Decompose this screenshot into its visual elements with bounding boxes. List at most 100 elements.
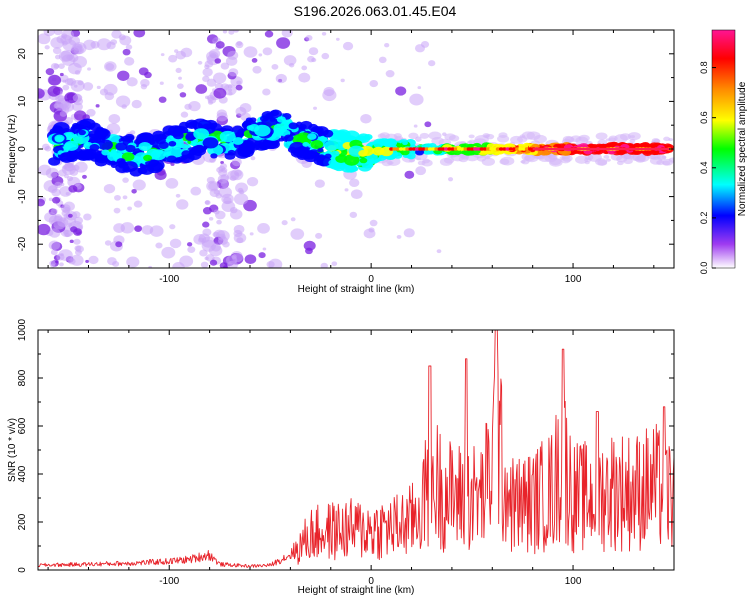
- spectral-speckle: [223, 196, 232, 204]
- spectral-ridge-blob: [232, 137, 244, 145]
- spectral-speckle: [60, 253, 64, 257]
- spectral-speckle: [605, 158, 611, 162]
- spectral-ridge-core: [469, 147, 475, 151]
- snr-xtick-label: 100: [565, 576, 582, 587]
- spectral-ridge-core: [447, 147, 452, 151]
- spectral-speckle: [104, 92, 115, 101]
- spectral-ridge-blob: [192, 122, 203, 130]
- spectral-speckle: [110, 39, 118, 46]
- spectral-speckle: [103, 183, 116, 194]
- spectral-speckle: [262, 47, 273, 56]
- spectral-ridge-core: [528, 147, 533, 151]
- spectral-speckle: [290, 228, 305, 240]
- spectral-speckle: [521, 159, 530, 165]
- spectral-speckle: [199, 249, 208, 257]
- spectral-speckle: [186, 242, 193, 247]
- spectral-speckle: [408, 132, 419, 140]
- spectral-speckle: [216, 219, 222, 225]
- spectral-speckle: [59, 72, 64, 77]
- spectral-speckle: [165, 178, 179, 189]
- spectral-speckle: [212, 231, 220, 238]
- spectral-speckle: [629, 138, 636, 143]
- spectral-speckle: [72, 211, 81, 219]
- spectral-ridge-blob: [271, 127, 284, 137]
- spectral-ridge-core: [427, 147, 433, 151]
- spectral-speckle: [115, 241, 123, 248]
- spectral-speckle: [289, 63, 295, 68]
- spectral-speckle: [413, 124, 418, 128]
- spectral-speckle: [482, 133, 491, 138]
- spectral-ridge-blob: [387, 139, 396, 145]
- spectral-speckle: [72, 93, 83, 102]
- spectral-speckle: [378, 56, 387, 64]
- spectral-speckle: [271, 64, 279, 70]
- snr-ytick-label: 600: [17, 417, 28, 434]
- spectral-speckle: [603, 155, 610, 159]
- spectral-ridge-blob: [328, 159, 338, 166]
- spectral-speckle: [448, 134, 460, 142]
- spectral-speckle: [428, 60, 436, 67]
- spectral-speckle: [126, 256, 140, 268]
- spectral-speckle: [281, 220, 288, 226]
- spectral-speckle: [250, 156, 256, 161]
- spectral-ridge-blob: [303, 154, 311, 160]
- spectral-speckle: [187, 246, 196, 253]
- spectral-speckle: [208, 216, 214, 221]
- spectral-ridge-blob: [261, 141, 272, 149]
- spectral-speckle: [516, 136, 528, 143]
- spectral-speckle: [114, 194, 121, 201]
- spectral-speckle: [68, 258, 76, 265]
- spectral-speckle: [485, 155, 491, 160]
- spectral-ridge-blob: [219, 130, 236, 143]
- spectral-speckle: [595, 132, 608, 140]
- spectral-speckle: [252, 65, 262, 74]
- spectral-ridge-core: [418, 147, 423, 151]
- spectral-ridge-core: [524, 147, 530, 151]
- spectral-speckle: [48, 74, 62, 86]
- spectral-speckle: [436, 249, 442, 254]
- spectral-speckle: [424, 121, 432, 128]
- spectral-speckle: [138, 67, 149, 76]
- spectral-speckle: [88, 255, 99, 265]
- spectral-speckle: [48, 197, 54, 202]
- spectral-ridge-blob: [316, 155, 332, 167]
- spectral-speckle: [395, 86, 407, 96]
- spectral-ridge-core: [444, 147, 449, 151]
- spectral-speckle: [178, 76, 182, 80]
- spectral-speckle: [160, 53, 165, 57]
- spectral-speckle: [202, 221, 210, 228]
- spectral-speckle: [231, 157, 242, 167]
- spectral-speckle: [67, 62, 82, 75]
- spectral-speckle: [45, 68, 55, 76]
- spectral-speckle: [415, 166, 427, 176]
- spectral-speckle: [228, 30, 235, 35]
- spectral-speckle: [414, 44, 425, 53]
- spectral-speckle: [126, 77, 138, 87]
- spectral-ridge-core: [421, 147, 426, 151]
- spectral-ridge-blob: [172, 131, 184, 140]
- spectral-speckle: [95, 104, 100, 108]
- spectral-speckle: [83, 213, 92, 221]
- spectral-speckle: [52, 196, 61, 204]
- spectral-speckle: [268, 258, 283, 268]
- spectral-speckle: [320, 262, 328, 268]
- spectral-speckle: [421, 159, 433, 167]
- spectral-speckle: [197, 237, 205, 243]
- spectral-ridge-core: [463, 147, 468, 151]
- spectral-speckle: [69, 239, 74, 244]
- spectrogram-xlabel: Height of straight line (km): [298, 284, 415, 295]
- spectral-ridge-core: [482, 147, 488, 151]
- spectral-speckle: [195, 84, 208, 94]
- spectral-speckle: [216, 112, 228, 122]
- spectral-speckle: [305, 34, 313, 41]
- spectral-ridge-blob: [185, 133, 196, 142]
- spectral-speckle: [184, 103, 192, 110]
- spectral-speckle: [369, 80, 379, 88]
- spectral-ridge-blob: [331, 150, 340, 157]
- spectral-speckle: [578, 134, 590, 142]
- spectral-speckle: [314, 179, 325, 188]
- spectral-speckle: [180, 111, 189, 118]
- spectral-speckle: [315, 232, 323, 239]
- spectral-speckle: [381, 159, 393, 167]
- spectral-speckle: [113, 207, 121, 214]
